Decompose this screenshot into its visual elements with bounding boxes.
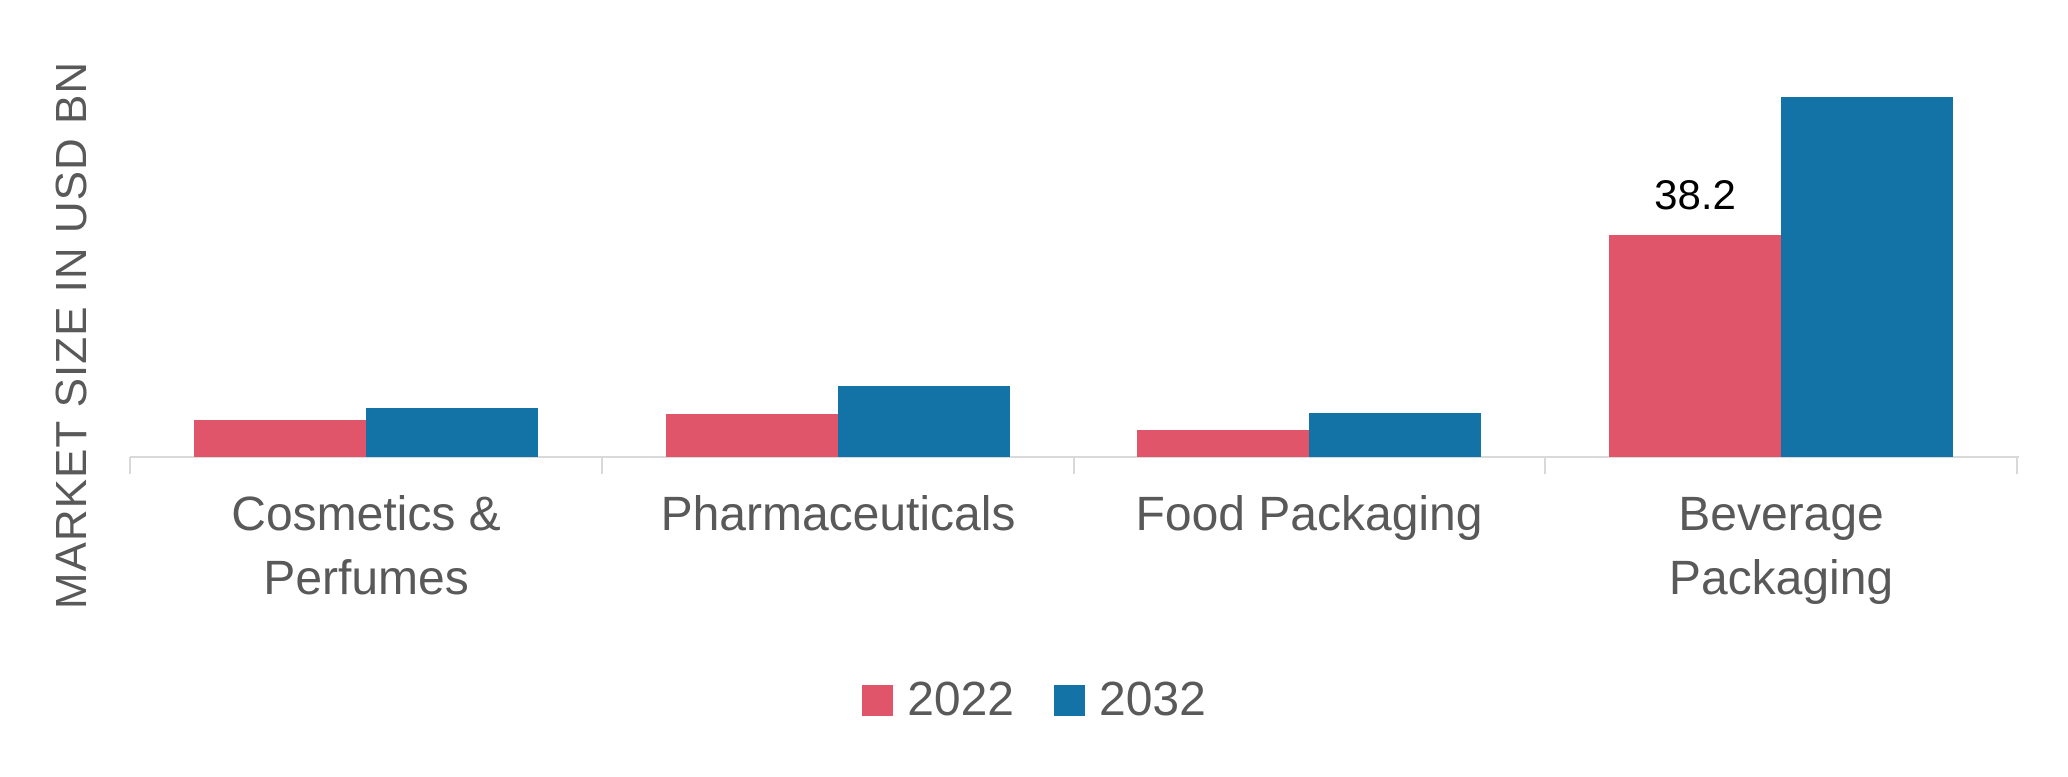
legend-item-2032: 2032 — [1054, 674, 1206, 726]
legend-label-2032: 2032 — [1099, 673, 1206, 726]
x-axis-tick — [1544, 457, 1546, 474]
legend-item-2022: 2022 — [862, 674, 1014, 726]
legend-label-2022: 2022 — [907, 673, 1014, 726]
data-label-38-2: 38.2 — [1654, 171, 1736, 218]
category-label-cosmetics-perfumes: Cosmetics & Perfumes — [231, 488, 501, 605]
category-label-pharmaceuticals: Pharmaceuticals — [660, 488, 1016, 541]
category-label-beverage-packaging: Beverage Packaging — [1668, 488, 1894, 605]
category-label-food-packaging: Food Packaging — [1135, 488, 1483, 541]
x-axis-tick — [1073, 457, 1075, 474]
bar-2022-pharmaceuticals — [666, 414, 838, 457]
bar-2022-food-packaging — [1137, 430, 1309, 457]
x-axis-tick — [601, 457, 603, 474]
legend-swatch-2022 — [862, 684, 894, 716]
legend-swatch-2032 — [1054, 684, 1085, 716]
bar-2022-beverage-packaging — [1609, 235, 1781, 457]
bar-2022-cosmetics-perfumes — [194, 420, 366, 457]
bar-2032-beverage-packaging — [1781, 97, 1953, 457]
chart-legend: 2022 2032 — [0, 674, 2068, 726]
x-axis-tick — [2016, 457, 2018, 474]
bar-2032-cosmetics-perfumes — [366, 408, 538, 457]
bar-2032-pharmaceuticals — [838, 386, 1010, 457]
bar-2032-food-packaging — [1309, 413, 1481, 457]
x-axis-tick — [129, 457, 131, 474]
